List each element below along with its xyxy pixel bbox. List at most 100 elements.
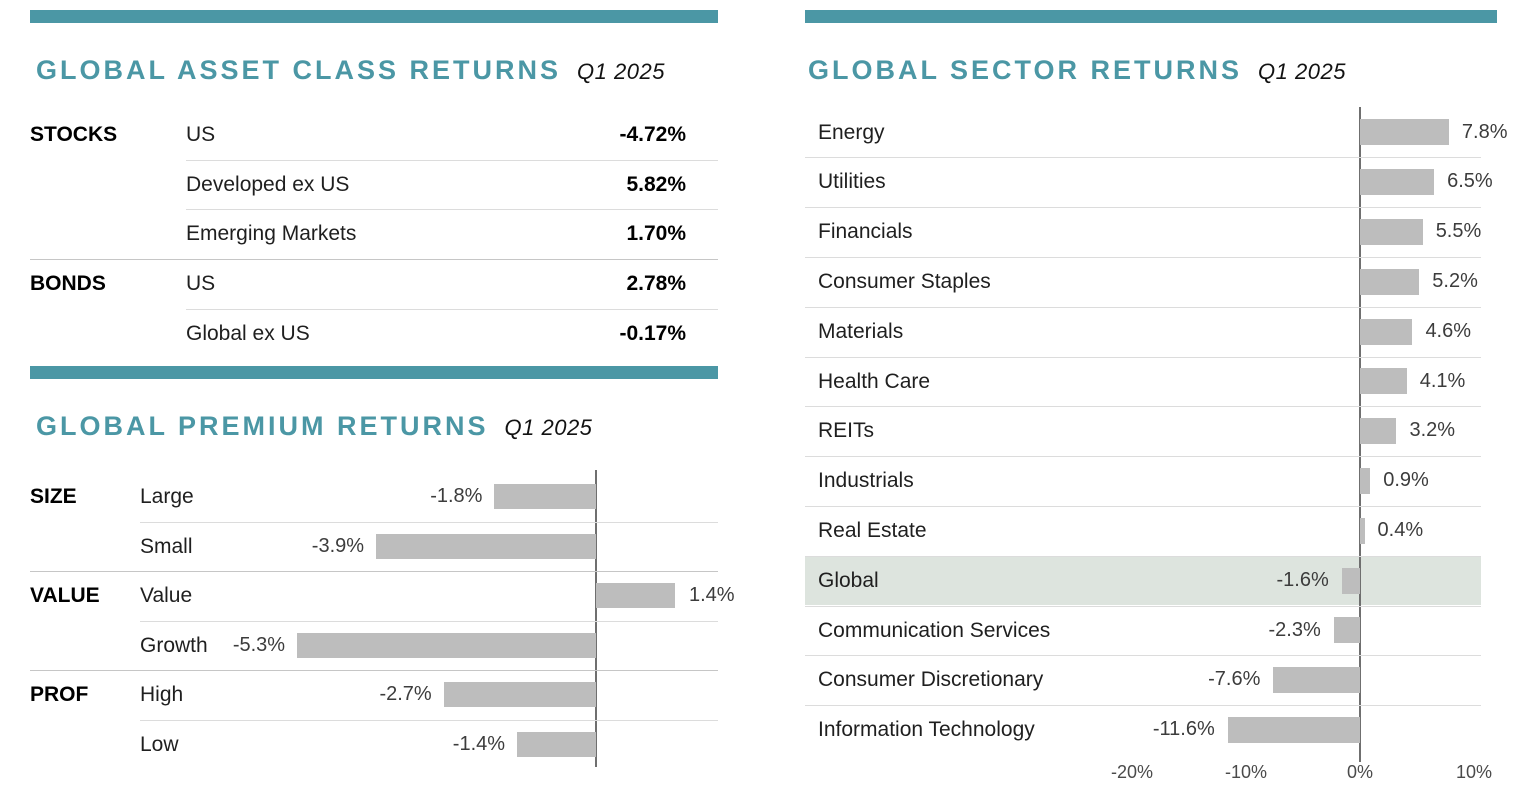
table-row-value: -0.17% (619, 321, 686, 345)
value-bar (1227, 717, 1360, 743)
value-bar (1333, 617, 1360, 644)
bar-value-label: 4.6% (1425, 319, 1472, 342)
row-separator (805, 256, 1481, 258)
zero-axis-line (595, 470, 597, 767)
bar-value-label: 0.4% (1377, 518, 1424, 541)
premium-returns-title: GLOBAL PREMIUM RETURNS Q1 2025 (36, 411, 592, 442)
chart-category-label: High (140, 683, 184, 706)
bar-value-label: 5.5% (1435, 220, 1482, 243)
chart-category-label: Real Estate (818, 518, 927, 542)
row-separator (186, 209, 718, 211)
table-row-label: US (186, 123, 216, 146)
bar-value-label: 4.1% (1419, 369, 1466, 392)
row-separator (805, 605, 1481, 607)
value-bar (1360, 119, 1449, 146)
value-bar (494, 484, 596, 510)
value-bar (1360, 219, 1423, 245)
value-bar (1360, 268, 1420, 295)
table-row-label: Developed ex US (186, 172, 350, 196)
asset-class-period: Q1 2025 (577, 59, 665, 85)
bar-value-label: 3.2% (1409, 419, 1456, 442)
chart-category-label: Value (140, 584, 193, 607)
chart-category-label: REITs (818, 419, 875, 443)
asset-class-title: GLOBAL ASSET CLASS RETURNS Q1 2025 (36, 55, 665, 86)
table-row-label: Emerging Markets (186, 222, 357, 246)
row-separator (805, 157, 1481, 159)
chart-category-label: Consumer Discretionary (818, 668, 1044, 692)
bar-value-label: -7.6% (1208, 668, 1261, 691)
right-column: GLOBAL SECTOR RETURNS Q1 2025 Energy 7.8% U… (805, 0, 1508, 808)
row-separator (805, 306, 1481, 308)
row-separator (186, 159, 718, 161)
value-bar (1341, 567, 1360, 594)
chart-category-label: Energy (818, 120, 885, 144)
x-axis-tick-label: -10% (1224, 762, 1268, 782)
bar-value-label: -1.4% (452, 732, 506, 755)
row-separator (805, 456, 1481, 458)
value-bar (517, 731, 596, 757)
row-separator (805, 207, 1481, 209)
bar-value-label: -2.3% (1268, 618, 1321, 641)
chart-category-label: Consumer Staples (818, 269, 991, 293)
accent-bar (30, 10, 718, 23)
row-separator (30, 670, 718, 671)
sector-returns-title-text: GLOBAL SECTOR RETURNS (808, 55, 1243, 86)
table-group-label: BONDS (30, 272, 106, 296)
chart-group-label: VALUE (30, 584, 100, 607)
asset-class-title-text: GLOBAL ASSET CLASS RETURNS (36, 55, 562, 86)
row-separator (140, 719, 718, 721)
premium-returns-period: Q1 2025 (504, 415, 593, 441)
row-separator (805, 505, 1481, 507)
value-bar (1360, 318, 1413, 345)
accent-bar (805, 10, 1497, 23)
table-row-value: 1.70% (626, 222, 686, 246)
table-group-label: STOCKS (30, 123, 118, 146)
value-bar (443, 682, 596, 708)
bar-value-label: 6.5% (1447, 170, 1493, 193)
value-bar (1360, 468, 1371, 494)
table-row-label: Global ex US (186, 321, 310, 345)
chart-group-label: PROF (30, 683, 89, 706)
bar-value-label: 7.8% (1461, 120, 1508, 143)
sector-returns-title: GLOBAL SECTOR RETURNS Q1 2025 (808, 55, 1346, 86)
row-separator (140, 521, 718, 523)
bar-value-label: 1.4% (688, 584, 735, 606)
chart-category-label: Small (140, 534, 193, 558)
bar-value-label: -2.7% (379, 683, 432, 705)
sector-returns-period: Q1 2025 (1258, 59, 1346, 85)
value-bar (1360, 418, 1397, 445)
chart-category-label: Health Care (818, 369, 931, 393)
row-separator (805, 705, 1481, 707)
row-separator (805, 406, 1481, 408)
table-row-value: 5.82% (626, 172, 686, 196)
bar-value-label: -1.8% (430, 485, 483, 507)
chart-category-label: Financials (818, 220, 913, 244)
chart-category-label: Low (140, 732, 179, 756)
chart-category-label: Materials (818, 319, 904, 343)
value-bar (1360, 517, 1365, 544)
row-separator (805, 555, 1481, 557)
value-bar (596, 583, 675, 609)
chart-category-label: Communication Services (818, 618, 1051, 642)
bar-value-label: -5.3% (232, 633, 286, 656)
value-bar (1360, 368, 1407, 395)
accent-bar (30, 366, 718, 379)
row-separator (140, 620, 718, 622)
left-column: GLOBAL ASSET CLASS RETURNS Q1 2025 STOCKS… (30, 0, 735, 808)
value-bar (1360, 169, 1435, 196)
x-axis-tick-label: -20% (1110, 762, 1154, 782)
table-row-value: -4.72% (619, 123, 686, 146)
chart-category-label: Global (818, 568, 879, 592)
chart-category-label: Growth (140, 633, 208, 657)
chart-group-label: SIZE (30, 485, 77, 508)
table-row-value: 2.78% (626, 272, 686, 296)
row-separator (30, 571, 718, 572)
value-bar (1273, 667, 1360, 694)
x-axis-tick-label: 0% (1346, 762, 1373, 782)
row-separator (186, 308, 718, 310)
chart-category-label: Industrials (818, 469, 914, 493)
chart-category-label: Large (140, 485, 194, 508)
bar-value-label: 0.9% (1383, 469, 1429, 492)
row-separator (805, 356, 1481, 358)
